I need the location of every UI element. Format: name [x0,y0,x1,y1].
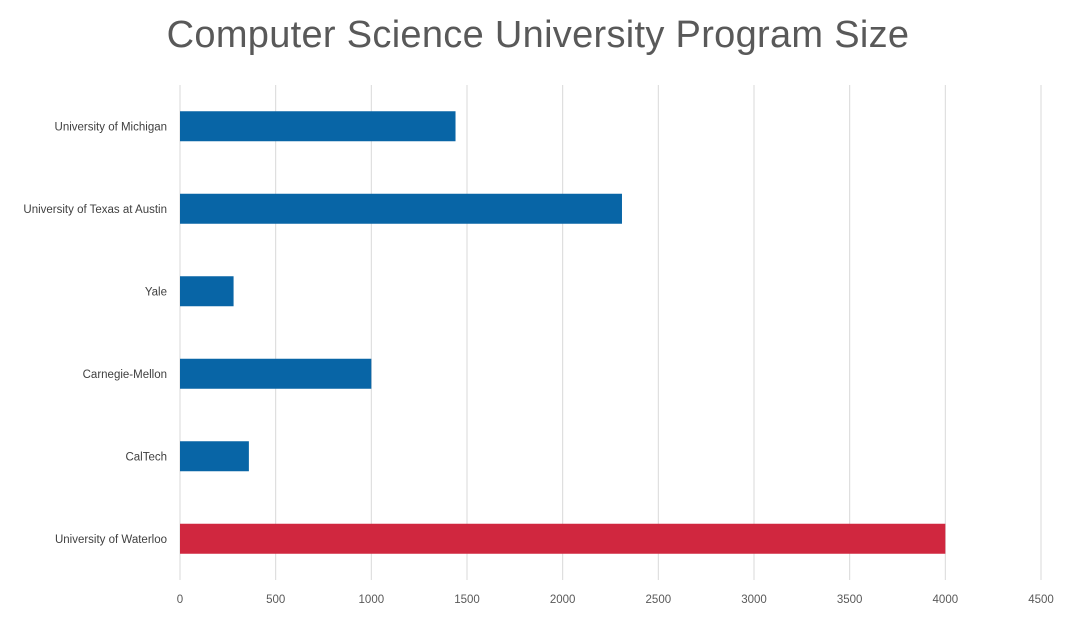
bar-university-of-waterloo [180,523,946,554]
chart-title: Computer Science University Program Size [166,14,910,56]
x-tick-label: 500 [266,594,285,606]
x-tick-label: 2500 [646,594,672,606]
category-label: Carnegie-Mellon [83,369,167,381]
category-label: University of Waterloo [55,534,167,546]
x-axis-tick-labels: 0 500 1000 1500 2000 2500 3000 3500 4000 4500 [177,594,1054,606]
x-tick-label: 3000 [741,594,767,606]
category-label: University of Michigan [55,121,167,133]
x-tick-label: 0 [177,594,183,606]
category-label: CalTech [125,451,167,463]
bar-carnegie-mellon [180,358,372,389]
bar-yale [180,276,234,307]
x-tick-label: 1000 [359,594,385,606]
gridlines [179,85,1042,580]
category-label: University of Texas at Austin [23,204,167,216]
bar-university-of-michigan [180,111,456,142]
x-tick-label: 3500 [837,594,863,606]
x-tick-label: 2000 [550,594,576,606]
x-tick-label: 4000 [933,594,959,606]
x-tick-label: 1500 [454,594,480,606]
category-label: Yale [145,286,167,298]
category-labels: University of Michigan University of Texa… [23,121,167,546]
bars [180,111,946,554]
bar-university-of-texas-at-austin [180,193,622,224]
x-tick-label: 4500 [1028,594,1054,606]
bar-caltech [180,441,249,472]
